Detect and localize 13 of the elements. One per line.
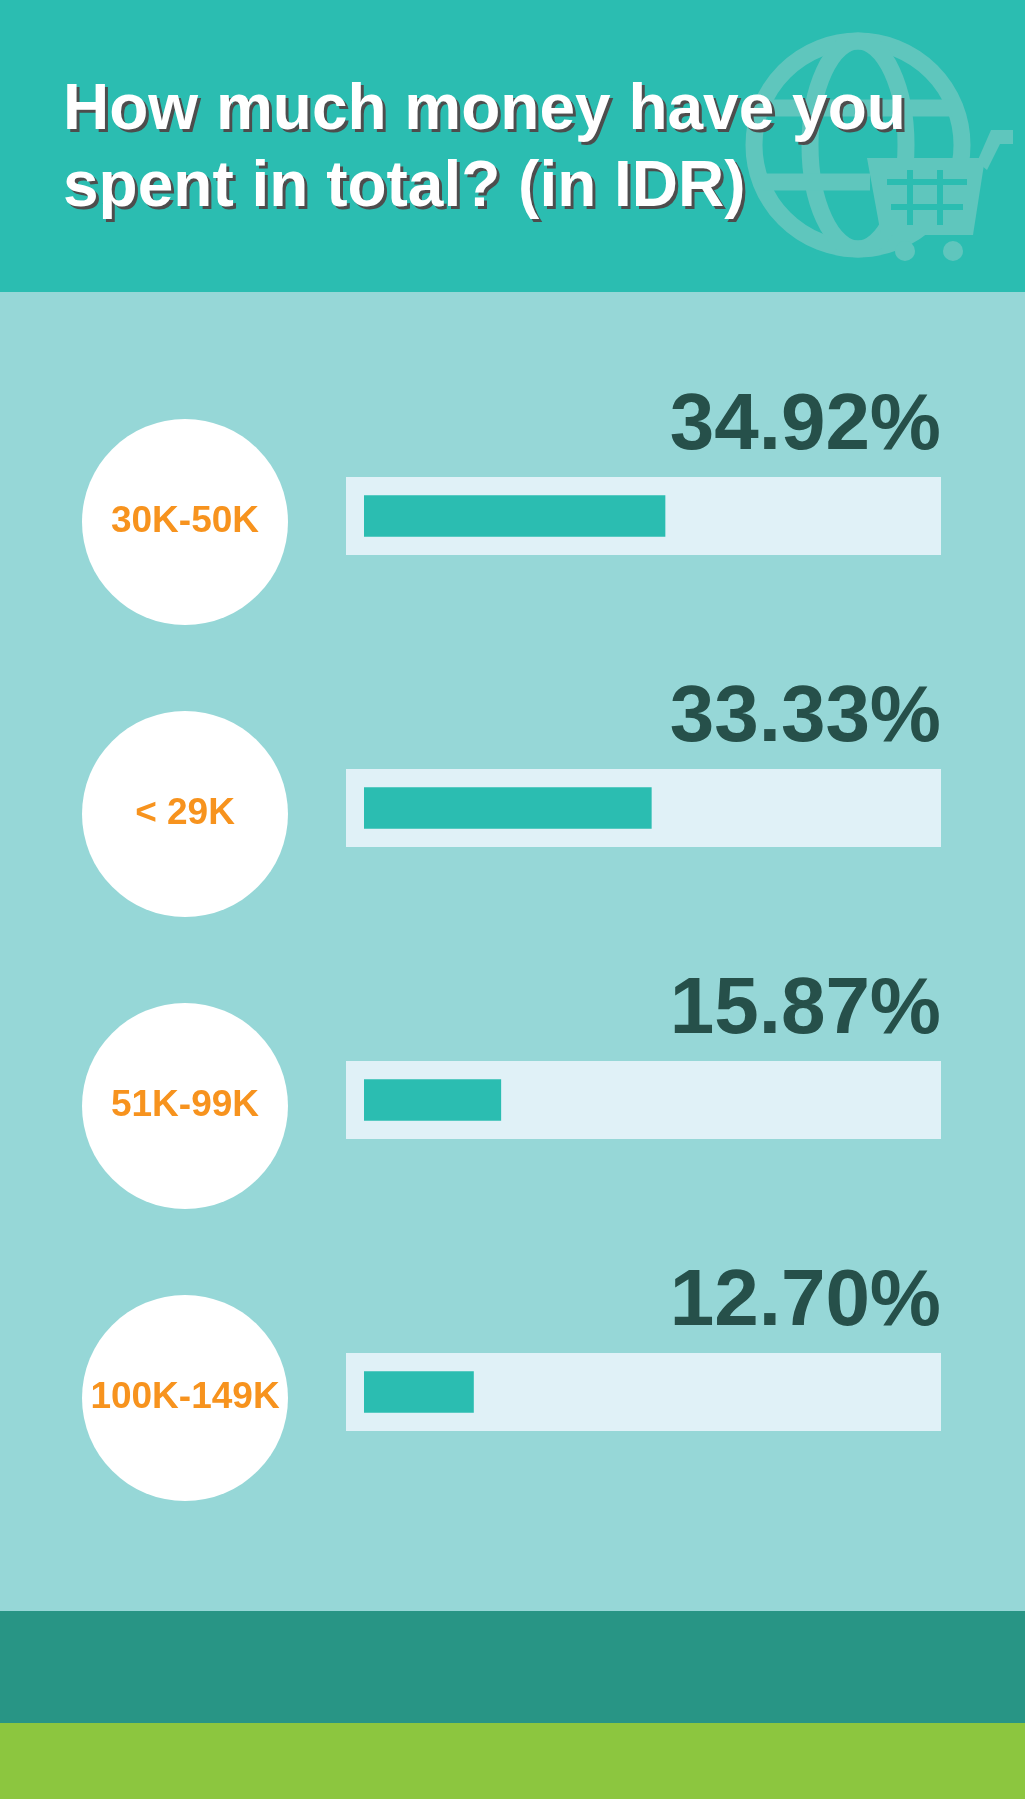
data-label: 12.70% [669,1253,941,1342]
data-label: 15.87% [669,961,941,1050]
y-tick-label: 30K-50K [110,499,260,541]
data-label: 34.92% [669,377,941,466]
bar [364,1371,474,1413]
y-tick-label: 51K-99K [110,1083,260,1125]
chart-title: How much money have you spent in total? (in IDR) [63,70,907,222]
data-label: 33.33% [669,669,941,758]
bar [364,495,666,537]
y-tick-label: < 29K [135,791,236,833]
y-tick-label: 100K-149K [90,1375,280,1417]
bar [364,787,652,829]
bar [364,1079,502,1121]
